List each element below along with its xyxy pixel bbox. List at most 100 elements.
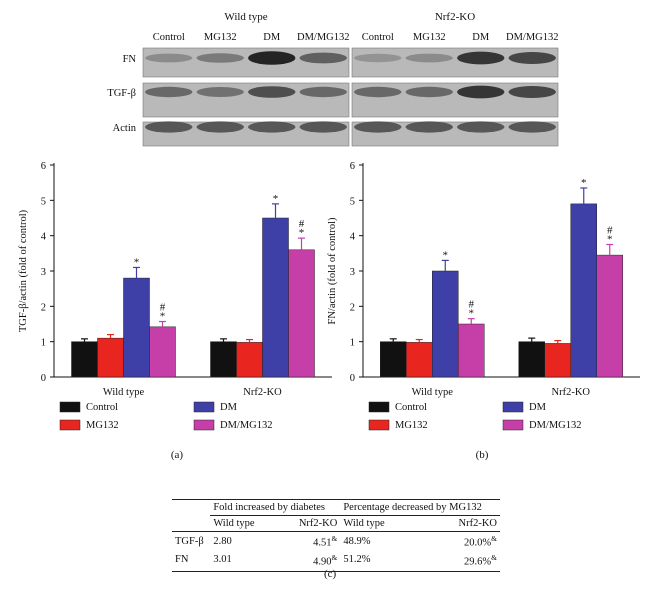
bar-dm-mg132 [458, 323, 485, 378]
y-tick-label: 1 [41, 338, 46, 349]
legend-label: DM [529, 402, 547, 413]
y-tick-label: 2 [41, 302, 46, 313]
legend-label: MG132 [86, 420, 119, 431]
legend-swatch [59, 401, 81, 413]
blot-band [354, 86, 402, 98]
blot-lane-label: Control [362, 32, 394, 43]
y-tick-label: 5 [350, 196, 355, 207]
blot-band [354, 121, 402, 133]
x-group-label: Wild type [103, 387, 145, 398]
bar-control [380, 341, 407, 378]
significance-hash: # [469, 299, 475, 311]
legend-swatch [502, 401, 524, 413]
blot-row-label: FN [123, 54, 137, 65]
panel-label: (b) [476, 449, 489, 461]
bar-mg132 [97, 337, 124, 378]
bar-mg132 [236, 342, 263, 378]
legend-label: DM [220, 402, 238, 413]
blot-band [145, 121, 193, 133]
x-group-label: Nrf2-KO [552, 387, 591, 398]
table-group-header-mg132: Percentage decreased by MG132 [340, 499, 500, 516]
blot-band [299, 86, 347, 98]
y-tick-label: 6 [350, 161, 355, 172]
table-row-label: TGF-β [172, 531, 211, 551]
table-cell: 51.2% [340, 550, 423, 572]
blot-lane-label: DM [472, 32, 490, 43]
table-subheader: Nrf2-KO [458, 518, 498, 529]
blot-lane-label: MG132 [413, 32, 446, 43]
blot-band [508, 86, 556, 98]
significance-star: * [469, 308, 475, 320]
blot-band [145, 53, 193, 63]
blot-row-label: TGF-β [107, 88, 136, 99]
y-axis-label: TGF-β/actin (fold of control) [18, 209, 29, 332]
legend-swatch [193, 401, 215, 413]
significance-star: * [160, 311, 166, 323]
table-subheader: Wild type [213, 518, 255, 529]
blot-band [405, 121, 453, 133]
table-cell: 4.51& [277, 531, 341, 551]
panel-label-c: (c) [324, 568, 337, 580]
blot-band [196, 121, 244, 133]
blot-band [196, 87, 244, 97]
bar-dm-mg132 [149, 326, 176, 378]
legend-label: DM/MG132 [220, 420, 273, 431]
bar-dm-mg132 [288, 249, 315, 378]
table-group-header-diabetes: Fold increased by diabetes [210, 499, 341, 516]
blot-band [457, 85, 505, 99]
legend-swatch [368, 401, 390, 413]
bar-control [518, 341, 545, 378]
y-tick-label: 0 [350, 373, 355, 384]
significance-hash: # [299, 218, 305, 230]
table-cell: 4.90& [277, 550, 341, 572]
panel-label: (a) [171, 449, 184, 461]
table-cell: 3.01 [210, 550, 278, 572]
blot-row-label: Actin [113, 123, 137, 134]
blot-band [299, 52, 347, 64]
blot-lane-label: MG132 [204, 32, 237, 43]
significance-hash: # [607, 225, 613, 237]
blot-lane-label: Control [153, 32, 185, 43]
table-cell: 20.0%& [422, 531, 500, 551]
bar-mg132 [544, 343, 571, 378]
blot-band [248, 86, 296, 98]
blot-band [405, 86, 453, 98]
legend-swatch [368, 419, 390, 431]
y-tick-label: 5 [41, 196, 46, 207]
significance-hash: # [160, 302, 166, 314]
bar-control [71, 341, 98, 378]
table-cell: 2.80 [210, 531, 278, 551]
blot-band [196, 53, 244, 63]
blot-lane-label: DM [263, 32, 281, 43]
blot-band [405, 53, 453, 63]
significance-star: * [607, 234, 613, 246]
y-tick-label: 2 [350, 302, 355, 313]
table-cell: 29.6%& [422, 550, 500, 572]
table-cell: 48.9% [340, 531, 423, 551]
legend-label: DM/MG132 [529, 420, 582, 431]
summary-table: Fold increased by diabetes Percentage de… [172, 499, 500, 572]
blot-band [145, 86, 193, 98]
blot-band [354, 53, 402, 63]
blot-lane-label: DM/MG132 [506, 32, 559, 43]
bar-dm-mg132 [596, 254, 623, 378]
bar-dm [432, 270, 459, 378]
legend-label: Control [395, 402, 427, 413]
legend-swatch [59, 419, 81, 431]
table-row-label: FN [172, 550, 211, 572]
y-axis-label: FN/actin (fold of control) [327, 217, 338, 325]
blot-band [248, 51, 296, 65]
legend-swatch [502, 419, 524, 431]
x-group-label: Nrf2-KO [243, 387, 282, 398]
bar-mg132 [406, 342, 433, 378]
significance-star: * [299, 227, 305, 239]
blot-band [457, 51, 505, 65]
y-tick-label: 4 [350, 232, 356, 243]
significance-star: * [273, 193, 279, 205]
bar-dm [123, 277, 150, 378]
blot-lane-label: DM/MG132 [297, 32, 350, 43]
legend-label: Control [86, 402, 118, 413]
y-tick-label: 3 [350, 267, 355, 278]
table-row: TGF-β 2.80 4.51& 48.9% 20.0%& [172, 531, 500, 551]
